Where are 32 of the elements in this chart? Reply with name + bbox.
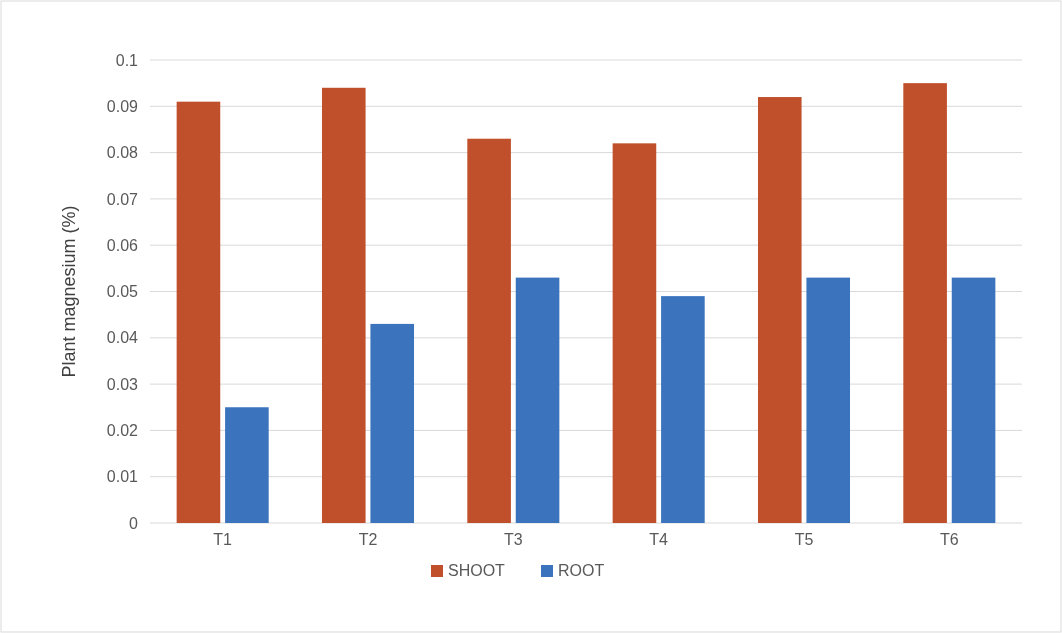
bar bbox=[757, 97, 802, 523]
y-tick-label: 0 bbox=[129, 514, 139, 532]
x-tick-label: T4 bbox=[649, 531, 669, 548]
y-tick-label: 0.1 bbox=[115, 51, 139, 69]
x-tick-label: T2 bbox=[358, 531, 378, 548]
bar bbox=[370, 323, 415, 523]
bar bbox=[467, 138, 511, 523]
y-tick-label: 0.05 bbox=[106, 283, 139, 301]
bar bbox=[176, 101, 221, 523]
bar bbox=[661, 296, 705, 523]
y-tick-label: 0.09 bbox=[106, 97, 139, 115]
y-tick-label: 0.02 bbox=[106, 422, 139, 439]
bar bbox=[903, 83, 947, 523]
bar bbox=[951, 277, 996, 523]
bar bbox=[515, 277, 560, 523]
y-tick-label: 0.06 bbox=[106, 236, 139, 254]
bar bbox=[225, 407, 269, 523]
y-tick-label: 0.03 bbox=[106, 375, 139, 393]
y-tick-label: 0.07 bbox=[106, 190, 139, 208]
legend-label: SHOOT bbox=[448, 562, 506, 579]
bar bbox=[321, 87, 366, 523]
legend-label: ROOT bbox=[558, 562, 605, 579]
x-tick-label: T3 bbox=[504, 531, 523, 548]
x-tick-label: T5 bbox=[794, 531, 814, 548]
bar bbox=[612, 143, 657, 523]
y-tick-label: 0.08 bbox=[106, 144, 139, 162]
x-tick-label: T6 bbox=[940, 531, 959, 548]
y-tick-label: 0.04 bbox=[106, 329, 139, 347]
y-tick-label: 0.01 bbox=[106, 468, 139, 486]
bar bbox=[806, 277, 851, 523]
x-tick-label: T1 bbox=[213, 531, 233, 548]
y-axis-title: Plant magnesium (%) bbox=[59, 205, 79, 378]
